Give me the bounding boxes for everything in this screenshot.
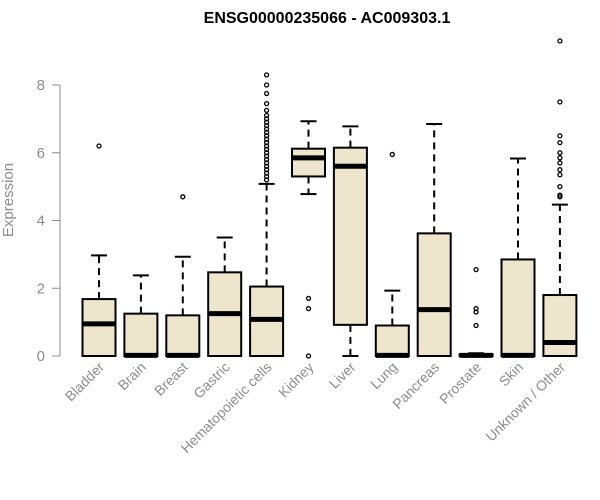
outlier-point <box>557 172 563 178</box>
box-prostate <box>458 266 494 358</box>
outlier-point <box>305 305 312 312</box>
category-label: Prostate <box>436 359 484 407</box>
outlier-point <box>557 99 563 105</box>
outlier-point <box>557 183 563 190</box>
iqr-box <box>332 146 368 326</box>
box-kidney <box>291 120 326 359</box>
iqr-box <box>374 324 410 358</box>
outlier-point <box>305 353 312 359</box>
outlier-point <box>263 107 270 114</box>
iqr-box <box>165 314 201 358</box>
outlier-point <box>180 194 186 200</box>
y-tick-label: 4 <box>37 213 45 230</box>
category-label: Skin <box>496 359 527 390</box>
category-label: Kidney <box>275 359 317 401</box>
category-label: Breast <box>151 359 191 399</box>
outlier-point <box>473 266 479 273</box>
box-liver <box>332 125 368 357</box>
outlier-point <box>473 309 479 315</box>
outlier-point <box>557 38 563 44</box>
iqr-box <box>291 147 326 178</box>
box-lung <box>374 151 410 358</box>
box-skin <box>500 157 536 358</box>
category-label: Lung <box>367 359 400 392</box>
category-label: Liver <box>326 359 359 392</box>
box-brain <box>123 274 159 358</box>
y-tick-label: 8 <box>37 77 45 94</box>
chart-title: ENSG00000235066 - AC009303.1 <box>204 10 451 27</box>
y-tick-label: 0 <box>37 348 45 365</box>
iqr-box <box>81 298 117 357</box>
outlier-point <box>557 160 563 166</box>
outlier-point <box>557 155 563 161</box>
box-hematopoietic-cells <box>249 72 285 357</box>
outlier-point <box>557 150 563 156</box>
box-bladder <box>81 143 117 357</box>
outlier-point <box>305 295 312 302</box>
box-series <box>81 38 578 359</box>
iqr-box <box>500 258 536 357</box>
iqr-box <box>416 232 452 357</box>
outlier-point <box>557 192 563 198</box>
category-label: Bladder <box>62 359 108 405</box>
outlier-point <box>389 151 395 158</box>
outlier-point <box>557 167 563 173</box>
y-axis-label: Expression <box>0 163 17 237</box>
outlier-point <box>263 112 270 119</box>
iqr-box <box>542 294 578 357</box>
outlier-point <box>473 322 479 329</box>
category-label: Unknown / Other <box>482 359 568 445</box>
category-label: Brain <box>115 359 149 393</box>
outlier-point <box>557 133 563 139</box>
box-gastric <box>207 236 243 357</box>
outlier-point <box>557 139 563 146</box>
box-pancreas <box>416 122 452 357</box>
y-tick-label: 2 <box>37 280 45 297</box>
y-axis: 0 2 4 6 8 <box>37 77 61 365</box>
box-unknown-other <box>542 38 578 357</box>
outlier-point <box>96 143 102 149</box>
outlier-point <box>263 72 270 78</box>
outlier-point <box>263 82 270 88</box>
box-breast <box>165 194 201 358</box>
y-tick-label: 6 <box>37 145 45 162</box>
iqr-box <box>123 312 159 357</box>
category-label: Pancreas <box>389 359 442 412</box>
outlier-point <box>263 90 270 97</box>
outlier-point <box>263 100 270 107</box>
